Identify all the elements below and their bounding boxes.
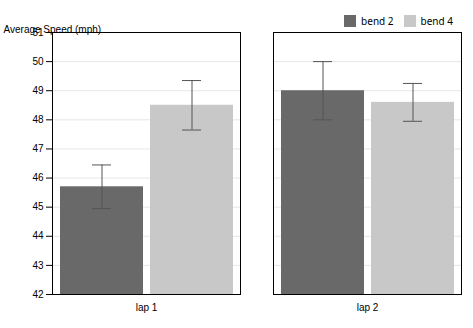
svg-text:47: 47 xyxy=(32,143,44,154)
svg-text:50: 50 xyxy=(32,56,44,67)
svg-text:43: 43 xyxy=(32,260,44,271)
svg-text:44: 44 xyxy=(32,230,44,241)
svg-text:46: 46 xyxy=(32,172,44,183)
svg-text:49: 49 xyxy=(32,85,44,96)
html-text:bend 4: bend 4 xyxy=(420,13,453,28)
svg-text:45: 45 xyxy=(32,201,44,212)
svg-text:lap 1: lap 1 xyxy=(136,302,158,313)
svg-text:lap 2: lap 2 xyxy=(357,302,379,313)
svg-text:48: 48 xyxy=(32,114,44,125)
svg-text:42: 42 xyxy=(32,289,44,300)
svg-text:Average Speed (mph): Average Speed (mph) xyxy=(3,23,102,35)
html-text:bend 2: bend 2 xyxy=(361,13,394,28)
